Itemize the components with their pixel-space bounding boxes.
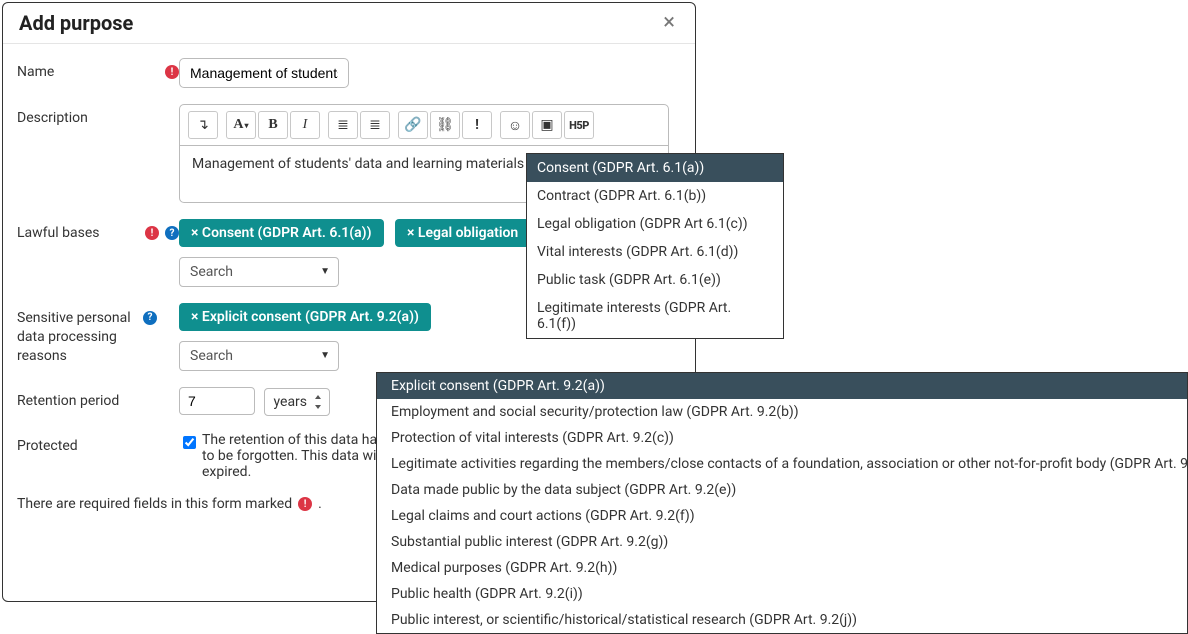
lawful-tag[interactable]: × Consent (GDPR Art. 6.1(a))	[179, 219, 384, 247]
label-protected: Protected	[17, 432, 179, 454]
help-icon[interactable]: ?	[143, 311, 157, 325]
label-lawful-text: Lawful bases	[17, 225, 100, 241]
sensitive-search-select[interactable]: Search	[179, 341, 339, 371]
toolbar-font-icon[interactable]: A▾	[226, 111, 256, 139]
toolbar-expand-icon[interactable]: ↴	[188, 111, 218, 139]
dropdown-option[interactable]: Explicit consent (GDPR Art. 9.2(a))	[377, 373, 1187, 399]
dropdown-option[interactable]: Contract (GDPR Art. 6.1(b))	[527, 182, 783, 210]
toolbar-warn-icon[interactable]: !	[462, 111, 492, 139]
toolbar-link-icon[interactable]: 🔗	[398, 111, 428, 139]
toolbar-h5p-icon[interactable]: H5P	[564, 111, 594, 139]
modal-title: Add purpose	[19, 11, 133, 35]
dropdown-option[interactable]: Employment and social security/protectio…	[377, 399, 1187, 425]
protected-checkbox[interactable]	[183, 436, 196, 449]
label-name: Name !	[17, 58, 179, 80]
lawful-search-select[interactable]: Search	[179, 257, 339, 287]
dropdown-option[interactable]: Vital interests (GDPR Art. 6.1(d))	[527, 238, 783, 266]
dropdown-option[interactable]: Legitimate interests (GDPR Art. 6.1(f))	[527, 294, 783, 338]
dropdown-option[interactable]: Data made public by the data subject (GD…	[377, 477, 1187, 503]
toolbar-unlink-icon[interactable]: ⛓	[430, 111, 460, 139]
footer-dot: .	[318, 496, 322, 512]
sensitive-reasons-dropdown[interactable]: Explicit consent (GDPR Art. 9.2(a)) Empl…	[376, 372, 1188, 634]
toolbar-bold-icon[interactable]: B	[258, 111, 288, 139]
field-name	[179, 58, 681, 88]
dropdown-option[interactable]: Public task (GDPR Art. 6.1(e))	[527, 266, 783, 294]
dropdown-option[interactable]: Protection of vital interests (GDPR Art.…	[377, 425, 1187, 451]
lawful-bases-dropdown[interactable]: Consent (GDPR Art. 6.1(a)) Contract (GDP…	[526, 153, 784, 339]
retention-value-input[interactable]	[179, 387, 255, 415]
dropdown-option[interactable]: Legal obligation (GDPR Art 6.1(c))	[527, 210, 783, 238]
label-description: Description	[17, 104, 179, 126]
toolbar-ul-icon[interactable]: ≣	[328, 111, 358, 139]
row-name: Name !	[17, 58, 681, 88]
required-icon: !	[165, 65, 179, 79]
dropdown-option[interactable]: Legal claims and court actions (GDPR Art…	[377, 503, 1187, 529]
help-icon[interactable]: ?	[165, 226, 179, 240]
label-name-text: Name	[17, 64, 54, 80]
label-retention: Retention period	[17, 387, 179, 409]
label-lawful: Lawful bases ! ?	[17, 219, 179, 241]
dropdown-option[interactable]: Consent (GDPR Art. 6.1(a))	[527, 154, 783, 182]
dropdown-option[interactable]: Medical purposes (GDPR Art. 9.2(h))	[377, 555, 1187, 581]
dropdown-option[interactable]: Legitimate activities regarding the memb…	[377, 451, 1187, 477]
footer-text: There are required fields in this form m…	[17, 496, 292, 512]
modal-header: Add purpose ×	[3, 3, 695, 44]
retention-unit-select[interactable]: years	[264, 388, 330, 416]
sensitive-tag[interactable]: × Explicit consent (GDPR Art. 9.2(a))	[179, 303, 431, 331]
label-sensitive: Sensitive personal data processing reaso…	[17, 303, 179, 366]
editor-toolbar: ↴ A▾ B I ≣ ≣ 🔗 ⛓ !	[179, 104, 669, 146]
required-icon: !	[145, 226, 159, 240]
toolbar-image-icon[interactable]: ▣	[532, 111, 562, 139]
toolbar-emoji-icon[interactable]: ☺	[500, 111, 530, 139]
label-sensitive-text: Sensitive personal data processing reaso…	[17, 309, 137, 366]
dropdown-option[interactable]: Substantial public interest (GDPR Art. 9…	[377, 529, 1187, 555]
dropdown-option[interactable]: Public health (GDPR Art. 9.2(i))	[377, 581, 1187, 607]
dropdown-option[interactable]: Public interest, or scientific/historica…	[377, 607, 1187, 633]
toolbar-ol-icon[interactable]: ≣	[360, 111, 390, 139]
toolbar-italic-icon[interactable]: I	[290, 111, 320, 139]
close-icon[interactable]: ×	[659, 12, 679, 34]
required-icon: !	[298, 497, 312, 511]
lawful-tag[interactable]: × Legal obligation	[395, 219, 530, 247]
name-input[interactable]	[179, 58, 349, 88]
